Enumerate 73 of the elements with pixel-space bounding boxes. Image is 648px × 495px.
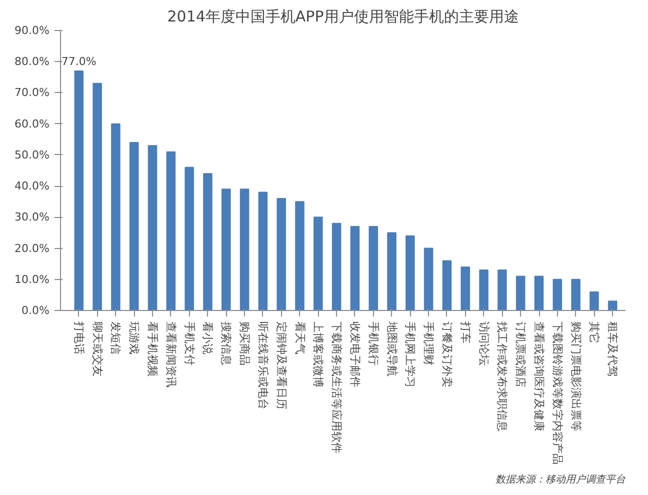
x-tick-label: 访问论坛 — [477, 322, 490, 366]
x-tick-label: 租车及代驾 — [606, 322, 620, 376]
bar — [387, 232, 396, 310]
x-tick-label: 定闹钟及查看日历 — [274, 322, 288, 410]
bar — [424, 248, 434, 310]
x-tick-label: 地图或导航 — [385, 320, 398, 376]
y-tick-label: 80.0% — [14, 55, 50, 68]
bar — [442, 260, 452, 310]
y-tick-label: 10.0% — [14, 272, 50, 286]
bar — [276, 198, 286, 310]
x-tick-label: 收发电子邮件 — [348, 322, 362, 388]
source-note: 数据来源：移动用户调查平台 — [496, 474, 626, 486]
bar — [460, 266, 470, 310]
x-tick-label: 购买门票电影演出票等 — [569, 322, 582, 432]
x-tick-label: 上博客或微博 — [312, 322, 325, 388]
y-tick-label: 50.0% — [14, 148, 50, 162]
bar — [368, 226, 378, 310]
bar — [74, 70, 84, 310]
chart-title: 2014年度中国手机APP用户使用智能手机的主要用途 — [167, 8, 519, 26]
bar — [479, 270, 488, 310]
x-tick-label: 听在线音乐或电台 — [256, 322, 270, 410]
x-tick-label: 订餐及订外卖 — [440, 322, 454, 388]
bar — [221, 188, 231, 310]
x-tick-label: 下载商务或生活等应用软件 — [330, 322, 344, 454]
bar — [608, 300, 618, 310]
x-tick-label: 搜索信息 — [220, 322, 233, 366]
bar — [406, 235, 415, 310]
bar — [552, 278, 562, 310]
bar — [258, 192, 268, 310]
y-tick-label: 70.0% — [14, 86, 50, 100]
bar — [516, 276, 526, 310]
x-tick-label: 看小说 — [201, 322, 214, 354]
y-tick-label: 60.0% — [14, 117, 50, 130]
x-tick-label: 看手机视频 — [146, 322, 160, 376]
x-tick-label: 玩游戏 — [128, 322, 141, 354]
y-tick-label: 90.0% — [14, 24, 50, 37]
bar — [111, 123, 120, 310]
x-tick-label: 找工作或发布求职信息 — [496, 320, 509, 432]
bar — [129, 142, 139, 310]
bar — [314, 216, 323, 310]
bar — [240, 188, 250, 310]
x-tick-label: 打车 — [458, 320, 472, 344]
x-tick-label: 其它 — [588, 322, 601, 344]
x-tick-label: 看天气 — [293, 322, 306, 354]
bar — [332, 222, 342, 310]
bar — [350, 226, 360, 310]
bar — [184, 166, 194, 310]
bar — [295, 201, 304, 310]
bar — [590, 291, 599, 310]
bar — [166, 151, 176, 310]
data-label: 77.0% — [61, 54, 96, 68]
x-tick-label: 发短信 — [109, 322, 122, 354]
bar — [498, 270, 507, 310]
x-tick-label: 打电话 — [72, 320, 86, 354]
x-tick-label: 下载图铃游戏等数字内容产品 — [550, 322, 564, 464]
x-tick-label: 手机网上学习 — [404, 322, 417, 388]
x-tick-label: 查看新闻资讯 — [164, 322, 178, 388]
x-tick-label: 查看或咨询医疗及健康 — [532, 322, 546, 432]
x-tick-label: 聊天或交友 — [90, 322, 104, 376]
bar — [92, 82, 102, 310]
bar — [534, 276, 544, 310]
bar — [203, 173, 212, 310]
bar — [571, 278, 580, 310]
x-tick-label: 手机银行 — [366, 322, 380, 366]
x-tick-label: 购买商品 — [238, 322, 252, 366]
x-tick-label: 订机票或酒店 — [514, 322, 528, 388]
y-tick-label: 20.0% — [14, 242, 50, 255]
bar — [148, 145, 158, 310]
y-tick-label: 30.0% — [14, 210, 50, 224]
y-tick-label: 40.0% — [14, 180, 50, 193]
y-tick-label: 0.0% — [22, 304, 50, 317]
x-tick-label: 手机理财 — [422, 322, 436, 366]
x-tick-label: 手机支付 — [182, 322, 196, 366]
